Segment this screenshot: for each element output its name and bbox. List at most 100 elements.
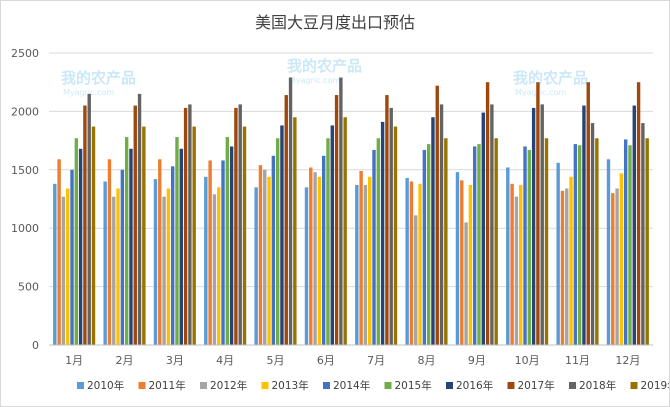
bar: [120, 169, 125, 345]
bar: [192, 126, 196, 345]
x-tick-label: 8月: [418, 354, 436, 367]
legend: 2010年 2011年 2012年 2013年 2014年 2015年 2016年 2017年…: [77, 379, 669, 392]
bar: [418, 183, 422, 345]
legend-label: 2019年: [641, 379, 670, 392]
legend-label: 2015年: [395, 379, 432, 392]
legend-label: 2010年: [87, 379, 124, 392]
bar: [636, 82, 641, 345]
bar: [628, 145, 632, 345]
bar: [376, 138, 381, 345]
bar: [641, 123, 645, 345]
watermark-logo: 我的农产品 Myagric.com: [287, 57, 362, 85]
legend-label: 2014年: [333, 379, 370, 392]
bar: [334, 95, 339, 345]
bar: [485, 82, 490, 345]
bar: [435, 85, 439, 345]
bar: [175, 137, 179, 345]
bar: [481, 112, 485, 346]
legend-swatch: [630, 382, 638, 389]
bar: [590, 123, 595, 345]
legend-swatch: [507, 382, 515, 389]
x-tick-label: 1月: [65, 354, 83, 367]
y-tick-label: 1500: [11, 164, 39, 177]
bar: [162, 196, 166, 345]
bar: [142, 126, 146, 345]
bar: [385, 95, 389, 345]
bar: [393, 126, 398, 345]
bar: [293, 117, 297, 346]
bar: [339, 77, 343, 345]
bar: [514, 196, 519, 345]
bar: [523, 146, 527, 345]
watermarks: 我的农产品 Myagric.com 我的农产品 Myagric.com 我的农产…: [61, 57, 588, 97]
bar: [472, 146, 477, 345]
bar: [208, 160, 212, 345]
bar: [288, 77, 293, 345]
legend-swatch: [77, 382, 84, 389]
bar: [611, 193, 615, 345]
bar: [544, 138, 549, 345]
bar: [284, 95, 288, 345]
bar: [61, 196, 66, 345]
watermark-subtext: Myagric.com: [289, 76, 340, 85]
bar: [313, 172, 317, 345]
bar: [326, 138, 330, 345]
bar: [623, 139, 628, 345]
bar: [242, 126, 247, 345]
bar: [569, 176, 573, 345]
bar: [166, 188, 171, 345]
bar: [78, 148, 83, 345]
y-tick-label: 500: [18, 281, 39, 294]
bar: [573, 144, 578, 345]
bar: [355, 184, 359, 345]
bar: [560, 190, 565, 345]
legend-swatch: [261, 382, 269, 389]
bar: [170, 166, 175, 345]
bar: [225, 137, 230, 345]
bar: [422, 149, 427, 345]
bar: [158, 159, 162, 345]
bar: [460, 180, 464, 345]
legend-label: 2012年: [210, 379, 247, 392]
legend-swatch: [138, 382, 146, 389]
bar: [129, 148, 133, 345]
bar: [619, 173, 624, 345]
x-tick-label: 10月: [515, 354, 540, 367]
x-axis: 1月 2月 3月 4月 5月 6月 7月 8月 9月 10月 11月 12月: [49, 344, 653, 367]
bar: [455, 172, 460, 345]
bar: [217, 187, 221, 345]
bar: [531, 107, 536, 345]
bar: [107, 159, 112, 345]
x-tick-label: 12月: [615, 354, 640, 367]
bar: [212, 194, 217, 345]
watermark-subtext: Myagric.com: [515, 88, 566, 97]
bar: [153, 179, 158, 345]
bar: [582, 105, 586, 345]
x-tick-label: 7月: [367, 354, 385, 367]
bar: [263, 169, 267, 345]
bar: [83, 105, 87, 345]
watermark-text: 我的农产品: [61, 69, 136, 87]
bar: [179, 148, 183, 345]
bar: [519, 184, 523, 345]
bar: [267, 176, 271, 345]
y-tick-label: 0: [32, 339, 39, 352]
bar: [183, 107, 188, 345]
bar: [271, 155, 276, 345]
legend-label: 2017年: [518, 379, 555, 392]
bar: [468, 184, 473, 345]
bar: [57, 159, 61, 345]
bar: [556, 162, 560, 345]
bar: [426, 144, 431, 345]
bar: [258, 165, 263, 345]
bar: [53, 183, 57, 345]
x-tick-label: 2月: [116, 354, 134, 367]
bar: [330, 125, 334, 345]
bar: [368, 176, 372, 345]
watermark-subtext: Myagric.com: [63, 88, 114, 97]
bar: [363, 184, 368, 345]
legend-label: 2018年: [579, 379, 616, 392]
y-tick-label: 1000: [11, 222, 39, 235]
bar: [490, 104, 494, 345]
bar: [506, 167, 510, 345]
